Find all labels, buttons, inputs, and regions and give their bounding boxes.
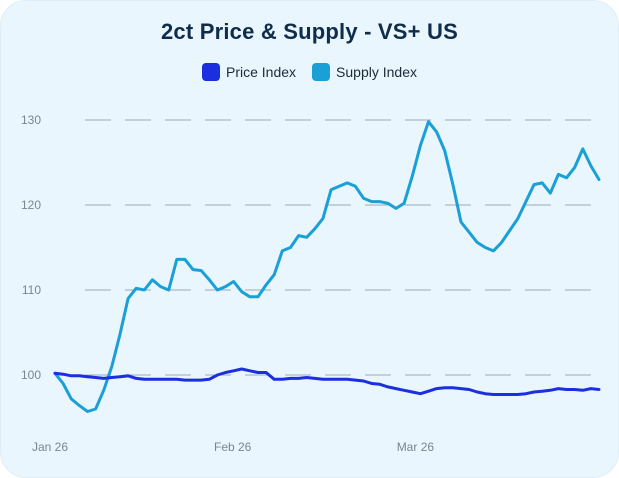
x-axis-ticks: Jan 26 Feb 26 Mar 26	[32, 440, 434, 454]
x-tick-label-2: Mar 26	[397, 440, 435, 454]
y-axis-ticks: 100 110 120 130	[21, 113, 41, 382]
series-line-price-index[interactable]	[53, 367, 601, 396]
y-tick-label-120: 120	[21, 198, 41, 212]
gridlines	[85, 119, 599, 376]
x-tick-label-0: Jan 26	[32, 440, 68, 454]
chart-legend: Price Index Supply Index	[1, 63, 618, 81]
chart-title: 2ct Price & Supply - VS+ US	[161, 19, 458, 44]
y-tick-label-130: 130	[21, 113, 41, 127]
legend-item-supply-index[interactable]: Supply Index	[312, 63, 417, 81]
legend-label-price-index: Price Index	[226, 64, 297, 80]
x-tick-label-1: Feb 26	[214, 440, 252, 454]
legend-swatch-supply-index	[312, 63, 331, 81]
y-tick-label-100: 100	[21, 368, 41, 382]
legend-label-supply-index: Supply Index	[336, 64, 417, 80]
legend-item-price-index[interactable]: Price Index	[202, 63, 296, 81]
legend-swatch-price-index	[202, 63, 220, 81]
y-tick-label-110: 110	[22, 283, 41, 297]
series-line-supply-index[interactable]	[53, 120, 601, 413]
series-lines	[53, 120, 601, 413]
